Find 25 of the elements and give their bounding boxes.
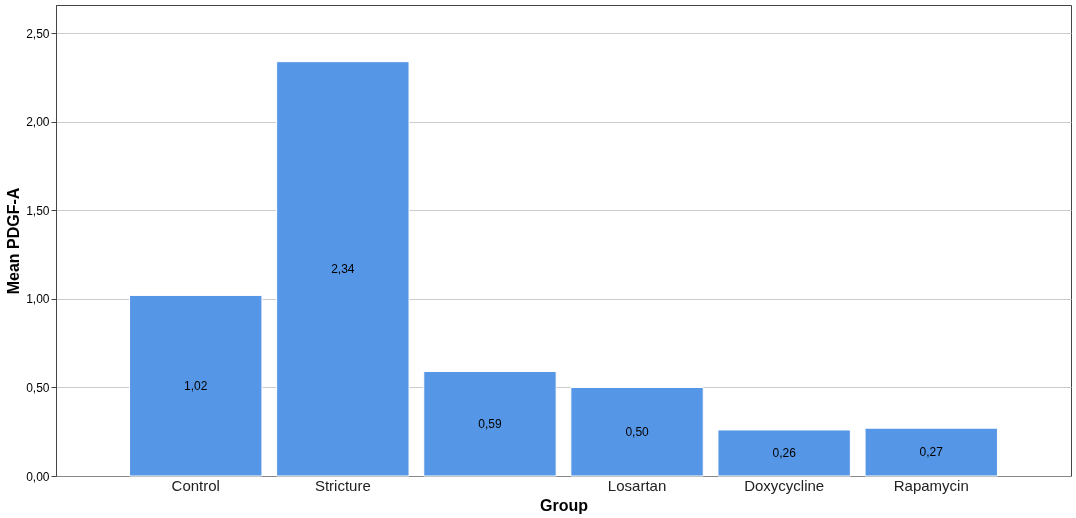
y-tick-label: 0,50 xyxy=(26,380,50,395)
bar xyxy=(717,429,851,477)
y-axis-title: Mean PDGF-A xyxy=(5,187,23,295)
data-label: 0,50 xyxy=(625,424,650,439)
bar xyxy=(423,371,557,477)
bar xyxy=(276,61,410,477)
data-label: 0,26 xyxy=(772,445,797,460)
y-tick-label: 1,50 xyxy=(26,203,50,218)
x-tick-label: Control xyxy=(171,476,220,494)
data-label: 0,59 xyxy=(478,416,502,431)
bar xyxy=(129,294,263,477)
y-tick-label: 0,00 xyxy=(26,469,50,484)
data-label: 1,02 xyxy=(184,378,208,393)
bar xyxy=(864,427,998,477)
y-tick-label: 2,00 xyxy=(26,115,50,130)
x-tick-label: Doxycycline xyxy=(744,476,825,494)
data-label: 0,27 xyxy=(919,445,944,460)
x-tick-label: Stricture xyxy=(314,476,371,494)
x-tick-label: Losartan xyxy=(607,476,667,494)
x-axis-title: Group xyxy=(540,496,589,514)
data-label: 2,34 xyxy=(331,261,355,276)
x-tick-label: Rapamycin xyxy=(893,476,969,494)
y-tick-label: 1,00 xyxy=(26,292,50,307)
bar xyxy=(570,386,704,477)
y-tick-label: 2,50 xyxy=(26,26,50,41)
